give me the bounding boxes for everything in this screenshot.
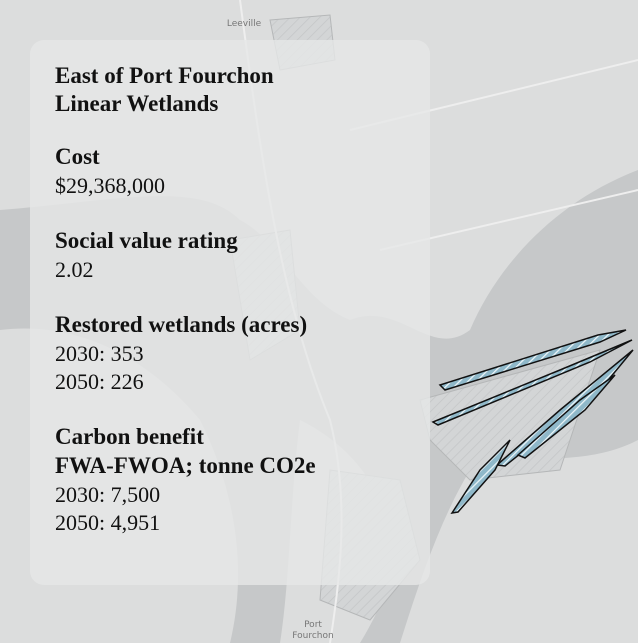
section-heading: FWA-FWOA; tonne CO2e [55, 453, 316, 478]
section-value: 2030: 353 [55, 341, 144, 366]
section-heading: Restored wetlands (acres) [55, 312, 307, 337]
place-label: Port [304, 620, 322, 630]
section-value: 2030: 7,500 [55, 482, 160, 507]
wetland-strips [431, 329, 634, 515]
wetland-strip [431, 339, 633, 426]
place-label: Leeville [227, 19, 262, 29]
section-heading: Carbon benefit [55, 424, 204, 449]
section-value: 2.02 [55, 257, 94, 282]
panel-title: East of Port Fourchon [55, 63, 274, 88]
wetland-strip [438, 329, 627, 391]
section-value: $29,368,000 [55, 173, 165, 198]
place-label: Fourchon [292, 631, 333, 641]
section-value: 2050: 226 [55, 369, 144, 394]
wetland-strip [495, 349, 634, 467]
section-value: 2050: 4,951 [55, 510, 160, 535]
section-heading: Social value rating [55, 228, 238, 253]
info-panel [30, 40, 430, 585]
wetland-strip [516, 374, 616, 459]
wetland-strip [450, 439, 511, 515]
panel-title: Linear Wetlands [55, 91, 218, 116]
panel-text: East of Port Fourchon Linear Wetlands Cost… [55, 63, 316, 535]
section-heading: Cost [55, 144, 100, 169]
